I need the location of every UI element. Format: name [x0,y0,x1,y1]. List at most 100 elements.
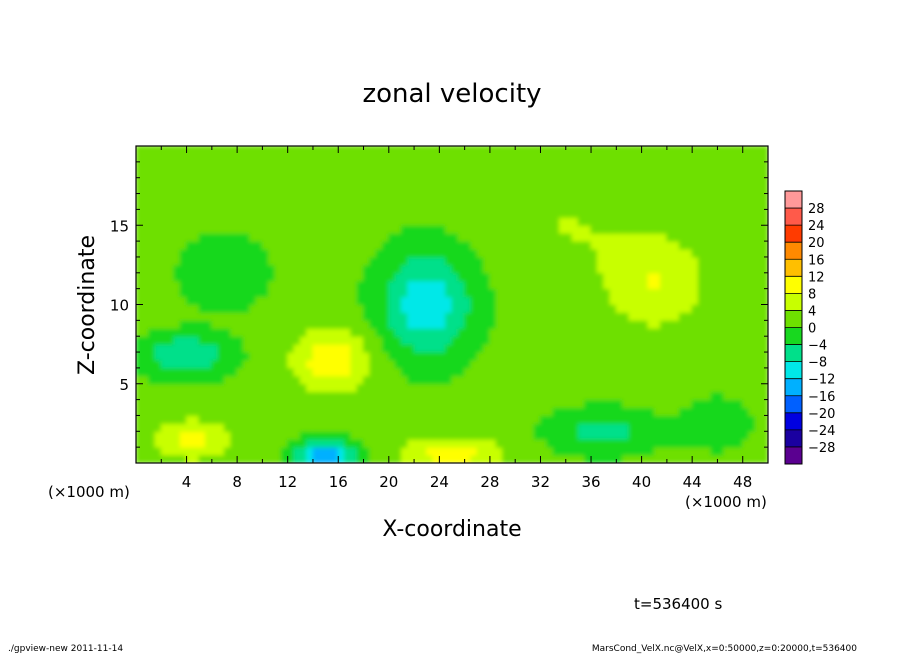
heatmap-cell [590,375,598,385]
heatmap-cell [318,200,327,210]
heatmap-cell [590,232,598,242]
heatmap-cell [742,351,750,361]
heatmap-cell [331,343,339,353]
heatmap-cell [527,161,535,171]
heatmap-cell [136,383,143,393]
heatmap-cell [173,391,181,401]
heatmap-cell [186,383,194,393]
heatmap-cell [306,280,314,290]
heatmap-cell [350,454,358,463]
heatmap-cell [628,272,636,282]
heatmap-cell [179,343,188,353]
heatmap-cell [577,351,586,361]
heatmap-cell [641,185,649,195]
heatmap-cell [432,391,440,401]
heatmap-cell [293,288,301,298]
heatmap-cell [261,177,270,187]
heatmap-cell [647,193,655,202]
heatmap-cell [186,454,194,463]
heatmap-cell [502,319,510,329]
heatmap-cell [502,359,510,369]
heatmap-cell [388,422,396,432]
heatmap-cell [495,177,504,187]
heatmap-cell [426,343,434,353]
heatmap-cell [735,280,744,290]
heatmap-cell [539,304,548,313]
heatmap-cell [192,304,200,313]
heatmap-cell [268,153,276,163]
heatmap-cell [691,454,699,463]
heatmap-cell [198,264,207,274]
heatmap-cell [546,422,554,432]
heatmap-cell [299,240,308,250]
heatmap-cell [577,232,586,242]
heatmap-cell [186,169,194,179]
heatmap-cell [356,319,365,329]
heatmap-cell [653,264,662,274]
heatmap-cell [445,359,453,369]
heatmap-cell [470,161,478,171]
heatmap-cell [287,248,295,258]
heatmap-cell [754,430,763,440]
heatmap-cell [539,422,548,432]
heatmap-cell [710,367,718,377]
heatmap-cell [552,454,560,463]
heatmap-cell [186,224,194,234]
heatmap-cell [754,216,763,226]
heatmap-cell [754,375,763,385]
heatmap-cell [141,288,150,298]
heatmap-cell [167,256,175,266]
heatmap-cell [413,304,421,313]
heatmap-cell [729,208,737,218]
heatmap-cell [641,272,649,282]
heatmap-cell [748,446,756,456]
heatmap-cell [533,240,541,250]
heatmap-cell [622,414,630,424]
heatmap-cell [280,319,289,329]
heatmap-cell [464,296,472,305]
heatmap-cell [394,414,402,424]
heatmap-cell [679,454,687,463]
heatmap-cell [356,438,365,448]
heatmap-cell [761,272,768,282]
heatmap-cell [584,422,592,432]
heatmap-cell [242,430,251,440]
heatmap-cell [293,216,301,226]
heatmap-cell [672,343,681,353]
heatmap-cell [337,169,346,179]
heatmap-cell [426,288,434,298]
heatmap-cell [356,272,365,282]
heatmap-cell [716,351,725,361]
heatmap-cell [148,438,156,448]
heatmap-cell [615,454,624,463]
heatmap-cell [211,146,219,155]
heatmap-cell [577,343,586,353]
heatmap-cell [571,343,579,353]
heatmap-cell [413,343,421,353]
heatmap-cell [179,200,188,210]
heatmap-cell [312,327,320,337]
heatmap-cell [628,414,636,424]
heatmap-cell [521,240,529,250]
heatmap-cell [318,359,327,369]
heatmap-cell [148,351,156,361]
heatmap-cell [337,161,346,171]
heatmap-cell [489,216,497,226]
heatmap-cell [697,383,706,393]
heatmap-cell [685,177,693,187]
heatmap-cell [426,264,434,274]
heatmap-cell [457,216,466,226]
colorbar-swatch [785,259,802,277]
heatmap-cell [552,280,560,290]
heatmap-cell [483,335,491,345]
heatmap-cell [697,399,706,409]
heatmap-cell [280,311,289,321]
heatmap-cell [179,177,188,187]
heatmap-cell [533,296,541,305]
heatmap-cell [761,414,768,424]
heatmap-cell [274,169,282,179]
heatmap-cell [287,208,295,218]
heatmap-cell [160,161,169,171]
heatmap-cell [533,414,541,424]
heatmap-cell [495,446,504,456]
